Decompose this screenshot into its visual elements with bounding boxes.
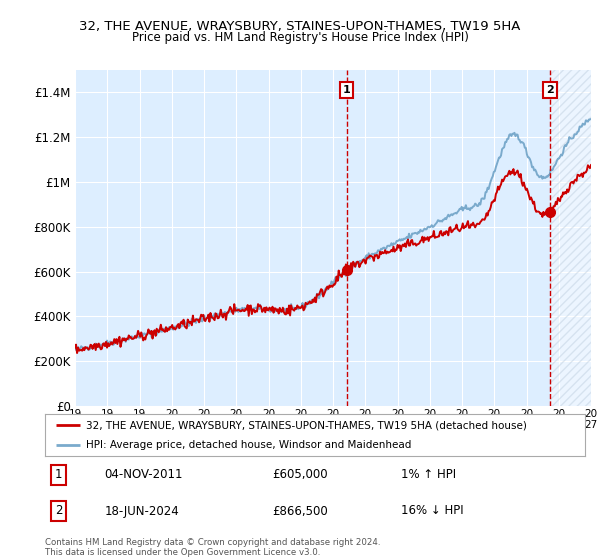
Text: Price paid vs. HM Land Registry's House Price Index (HPI): Price paid vs. HM Land Registry's House … [131, 31, 469, 44]
Text: 16% ↓ HPI: 16% ↓ HPI [401, 505, 464, 517]
Text: HPI: Average price, detached house, Windsor and Maidenhead: HPI: Average price, detached house, Wind… [86, 440, 411, 450]
Text: 2: 2 [55, 505, 62, 517]
Text: 2: 2 [546, 85, 554, 95]
Text: 1% ↑ HPI: 1% ↑ HPI [401, 468, 457, 481]
Text: 18-JUN-2024: 18-JUN-2024 [104, 505, 179, 517]
Bar [550, 70, 591, 406]
Text: 1: 1 [55, 468, 62, 481]
Text: 32, THE AVENUE, WRAYSBURY, STAINES-UPON-THAMES, TW19 5HA: 32, THE AVENUE, WRAYSBURY, STAINES-UPON-… [79, 20, 521, 32]
Text: £605,000: £605,000 [272, 468, 328, 481]
Text: £866,500: £866,500 [272, 505, 328, 517]
Text: Contains HM Land Registry data © Crown copyright and database right 2024.
This d: Contains HM Land Registry data © Crown c… [45, 538, 380, 557]
Text: 1: 1 [343, 85, 350, 95]
Text: 04-NOV-2011: 04-NOV-2011 [104, 468, 183, 481]
Text: 32, THE AVENUE, WRAYSBURY, STAINES-UPON-THAMES, TW19 5HA (detached house): 32, THE AVENUE, WRAYSBURY, STAINES-UPON-… [86, 421, 526, 430]
